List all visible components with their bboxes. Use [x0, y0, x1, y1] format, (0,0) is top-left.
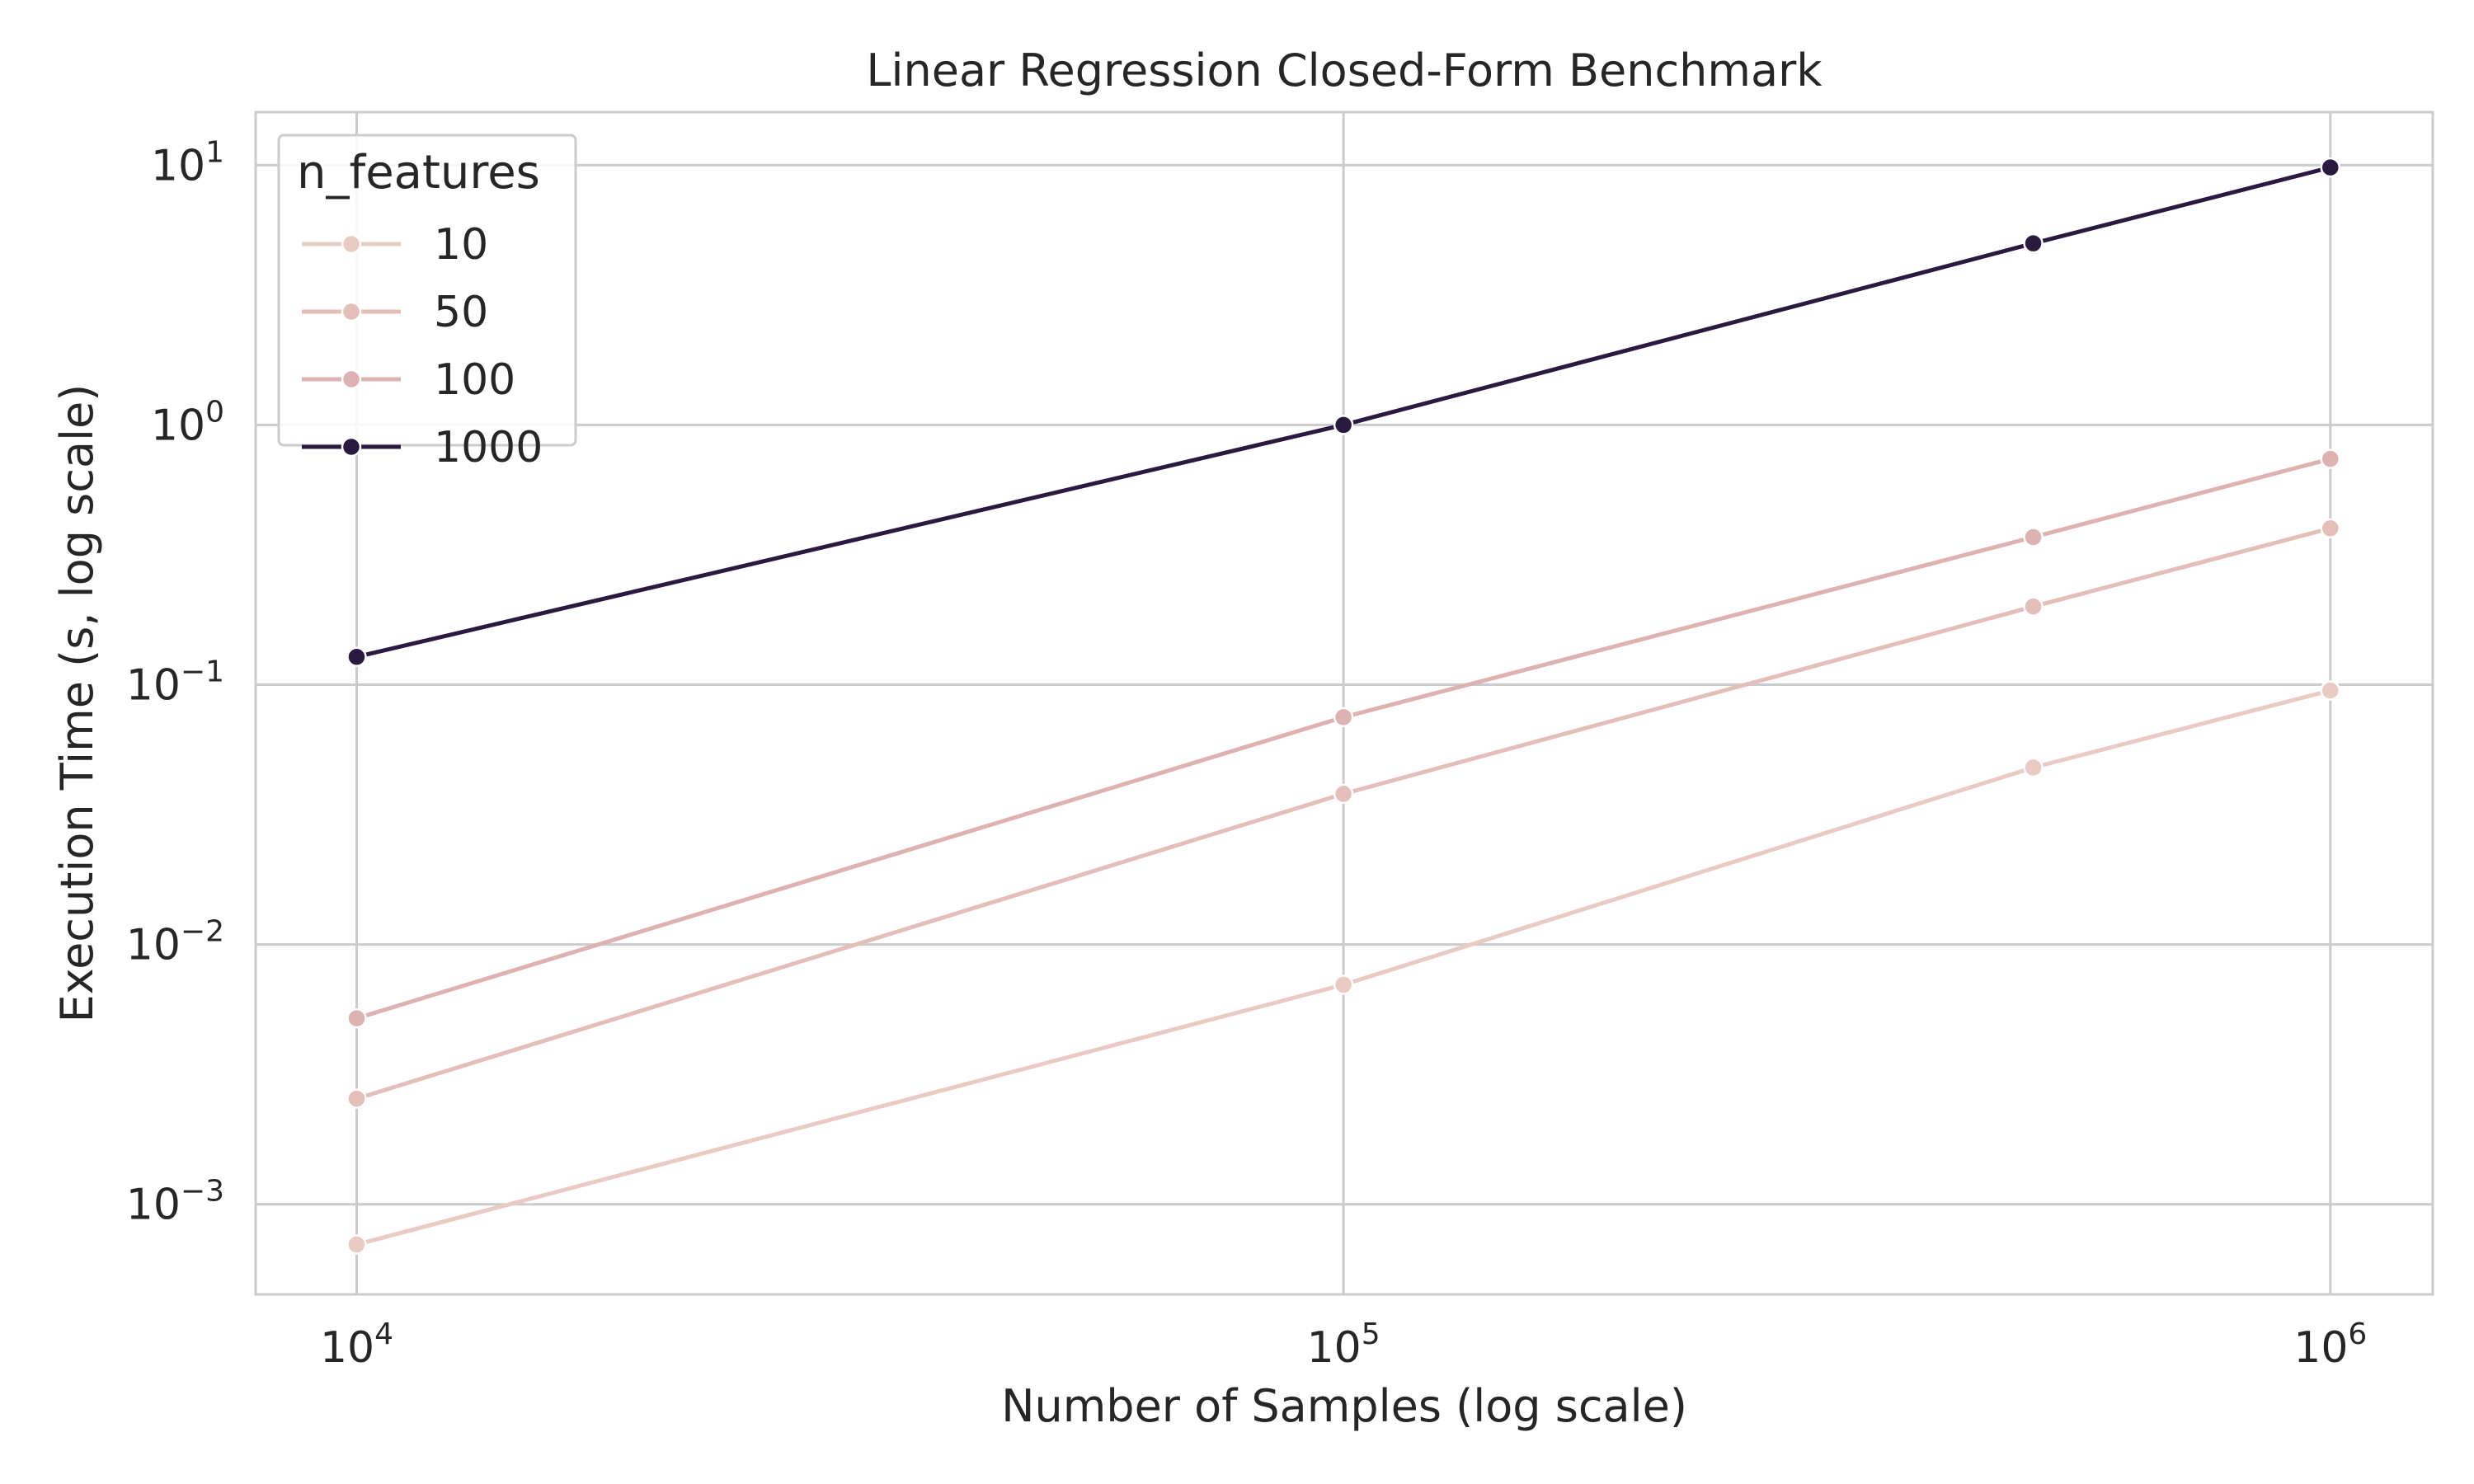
legend-items: 10 50 100 1000 — [302, 220, 543, 472]
y-tick-base: 10 — [126, 921, 181, 970]
chart-title: Linear Regression Closed-Form Benchmark — [866, 45, 1823, 96]
legend-label: 100 — [434, 355, 515, 405]
series-line — [355, 688, 2333, 1247]
data-point — [1333, 707, 1354, 728]
legend-item: 50 — [302, 288, 488, 337]
y-tick-base: 10 — [126, 1181, 181, 1230]
data-point — [2320, 680, 2341, 701]
series-line — [355, 457, 2333, 1021]
data-point — [2320, 448, 2341, 469]
y-tick-base: 10 — [151, 401, 205, 450]
y-tick-label: 100 — [151, 395, 224, 450]
legend-box — [277, 134, 577, 447]
data-point — [2023, 596, 2044, 617]
data-point — [1333, 415, 1354, 435]
legend-marker — [341, 369, 362, 390]
data-point — [346, 1234, 367, 1255]
x-tick-base: 10 — [1307, 1323, 1362, 1373]
x-tick-exponent: 5 — [1362, 1317, 1380, 1351]
series-100 — [346, 448, 2341, 1029]
grid — [256, 112, 2433, 1294]
x-tick-exponent: 4 — [374, 1317, 393, 1351]
data-point — [346, 646, 367, 667]
data-point — [2320, 157, 2341, 178]
series-line — [355, 526, 2333, 1101]
legend-marker — [341, 301, 362, 322]
data-point — [346, 1088, 367, 1109]
data-point — [2023, 527, 2044, 547]
data-point — [2320, 518, 2341, 539]
legend-label: 50 — [434, 288, 488, 337]
data-point — [1333, 974, 1354, 995]
x-tick-exponent: 6 — [2348, 1317, 2367, 1351]
legend-label: 10 — [434, 220, 488, 270]
series-line — [355, 165, 2333, 660]
x-tick-base: 10 — [2293, 1323, 2348, 1373]
y-tick-exponent: 1 — [205, 135, 224, 169]
y-tick-base: 10 — [126, 661, 181, 711]
legend-marker — [341, 436, 362, 458]
x-tick-labels: 104 105 106 — [320, 1317, 2367, 1373]
data-point — [1333, 783, 1354, 805]
y-tick-label: 10−1 — [126, 655, 224, 711]
x-tick-base: 10 — [320, 1323, 374, 1373]
x-tick-label: 106 — [2293, 1317, 2367, 1373]
data-point — [346, 1007, 367, 1029]
y-tick-exponent: 0 — [205, 395, 224, 429]
legend-item: 10 — [302, 220, 488, 270]
legend-label: 1000 — [434, 423, 543, 472]
y-tick-label: 10−2 — [126, 915, 224, 970]
y-axis-label: Execution Time (s, log scale) — [51, 384, 103, 1023]
plot-area-frame — [254, 110, 2434, 1296]
y-tick-label: 101 — [151, 135, 224, 190]
x-axis-label: Number of Samples (log scale) — [1001, 1380, 1687, 1432]
x-tick-label: 104 — [320, 1317, 393, 1373]
series-1000 — [346, 157, 2341, 667]
series-layer — [346, 157, 2341, 1255]
y-tick-exponent: −3 — [181, 1175, 224, 1209]
legend-item: 100 — [302, 355, 515, 405]
legend-item: 1000 — [302, 423, 543, 472]
y-tick-label: 10−3 — [126, 1175, 224, 1230]
data-point — [2023, 757, 2044, 778]
series-50 — [346, 518, 2341, 1109]
legend-marker — [341, 233, 362, 255]
x-tick-label: 105 — [1307, 1317, 1380, 1373]
data-point — [2023, 232, 2044, 254]
y-tick-exponent: −1 — [181, 655, 224, 689]
y-tick-exponent: −2 — [181, 915, 224, 949]
series-10 — [346, 680, 2341, 1255]
legend-title: n_features — [297, 146, 540, 200]
y-tick-base: 10 — [151, 141, 205, 190]
legend: n_features 10 50 100 1000 — [277, 134, 577, 472]
